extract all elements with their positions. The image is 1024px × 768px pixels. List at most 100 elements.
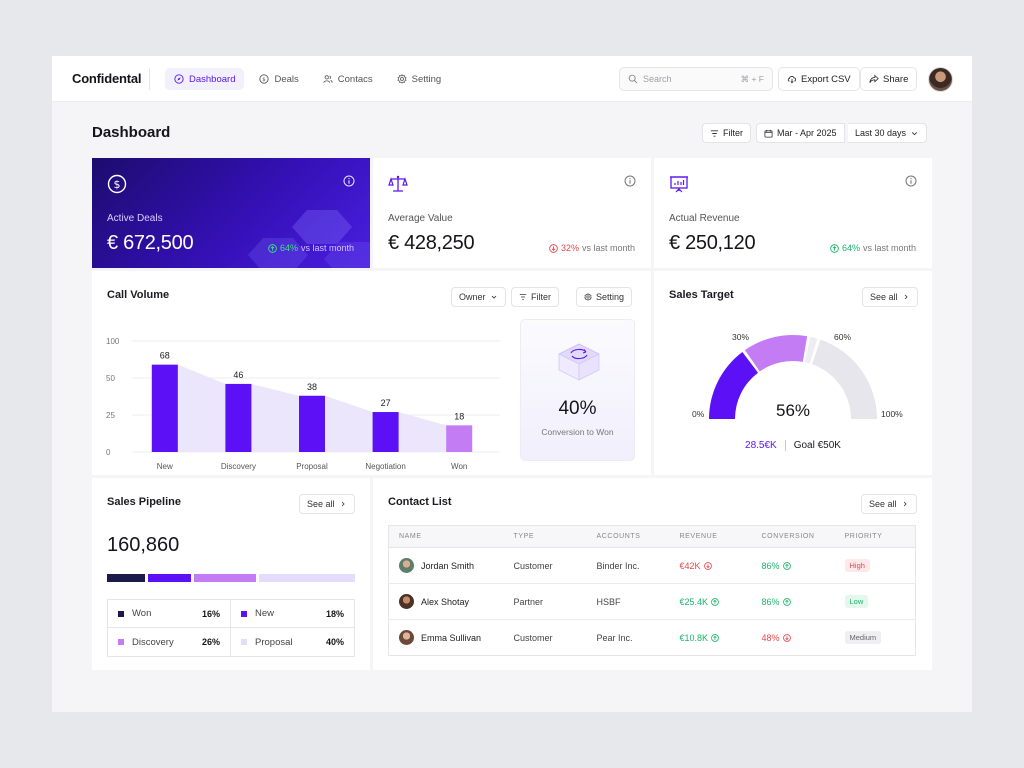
gauge-label-30: 30%	[732, 332, 750, 342]
nav-item-setting[interactable]: Setting	[388, 68, 451, 90]
gauge-label-100: 100%	[881, 409, 903, 419]
sales-target-card: Sales Target See all 30% 60% 0% 100% 56%…	[654, 271, 932, 475]
info-icon[interactable]	[343, 175, 355, 187]
bar-value-label: 38	[307, 382, 317, 392]
user-avatar[interactable]	[928, 67, 953, 92]
isometric-box-icon	[558, 343, 600, 381]
table-row[interactable]: Jordan Smith Customer Binder Inc. €42K 8…	[388, 547, 916, 584]
main-nav: Dashboard $ Deals Contacs Setting	[165, 68, 450, 90]
share-label: Share	[883, 73, 909, 85]
app-logo[interactable]: Confidental	[72, 71, 142, 86]
legend-label: Proposal	[255, 636, 293, 648]
nav-label: Contacs	[337, 73, 373, 85]
column-header[interactable]: NAME	[388, 525, 504, 548]
see-all-button[interactable]: See all	[862, 287, 918, 307]
gear-icon	[584, 293, 592, 301]
pipeline-segment-discovery	[194, 574, 257, 582]
page-title: Dashboard	[92, 124, 171, 141]
see-all-button[interactable]: See all	[299, 494, 355, 514]
gauge-segment	[744, 335, 808, 372]
x-tick-label: Won	[451, 462, 467, 471]
x-tick-label: New	[157, 462, 173, 471]
chevron-down-icon	[911, 131, 918, 135]
column-header[interactable]: ACCOUNTS	[586, 525, 670, 548]
contact-name-cell: Alex Shotay	[399, 594, 504, 609]
contact-conversion: 86%	[761, 560, 780, 571]
chevron-down-icon	[491, 295, 496, 299]
gauge-label-60: 60%	[834, 332, 852, 342]
kpi-title: Active Deals	[107, 213, 163, 224]
table-header-row: NAME TYPE ACCOUNTS REVENUE CONVERSION PR…	[388, 525, 916, 548]
pipeline-segment-new	[148, 574, 192, 582]
share-button[interactable]: Share	[860, 67, 918, 91]
gauge-segment	[811, 339, 877, 419]
column-header[interactable]: REVENUE	[669, 525, 752, 548]
bar-discovery	[225, 383, 252, 452]
setting-label: Setting	[596, 292, 625, 302]
chart-filter-button[interactable]: Filter	[511, 287, 559, 307]
avatar	[399, 558, 414, 573]
filter-label: Filter	[531, 292, 551, 302]
search-input[interactable]: Search ⌘ + F	[619, 67, 773, 91]
card-title: Sales Target	[669, 289, 734, 301]
export-csv-button[interactable]: Export CSV	[778, 67, 860, 91]
contact-conversion-cell: 48%	[752, 620, 835, 656]
pipeline-segment-won	[107, 574, 146, 582]
gauge-label-0: 0%	[692, 409, 705, 419]
contact-type: Customer	[513, 632, 553, 643]
chart-setting-button[interactable]: Setting	[576, 287, 633, 307]
legend-label: Discovery	[132, 636, 174, 648]
x-tick-label: Proposal	[296, 462, 328, 471]
decor-hexagon	[292, 210, 352, 244]
filter-button[interactable]: Filter	[702, 123, 751, 143]
dollar-circle-icon: $	[259, 74, 270, 84]
bar-proposal	[299, 395, 325, 452]
date-range-button[interactable]: Mar - Apr 2025	[756, 123, 845, 143]
info-icon[interactable]	[624, 175, 636, 187]
contact-conversion: 48%	[761, 632, 780, 643]
arrow-up-circle-icon	[782, 597, 791, 606]
bar-negotiation	[372, 412, 399, 452]
share-icon	[869, 74, 879, 83]
contact-table: NAME TYPE ACCOUNTS REVENUE CONVERSION PR…	[388, 525, 916, 656]
arrow-up-circle-icon	[711, 597, 719, 606]
contact-name-cell: Jordan Smith	[399, 558, 504, 573]
nav-item-contacs[interactable]: Contacs	[314, 68, 382, 90]
dashboard-window: Confidental Dashboard $ Deals Contacs Se…	[52, 56, 972, 712]
export-csv-label: Export CSV	[801, 73, 851, 85]
contact-list-card: Contact List See all NAME TYPE ACCOUNTS …	[373, 478, 932, 670]
period-select[interactable]: Last 30 days	[848, 123, 928, 143]
arrow-down-circle-icon	[549, 243, 558, 253]
column-header[interactable]: PRIORITY	[834, 525, 916, 548]
owner-select[interactable]: Owner	[451, 287, 506, 307]
compass-icon	[174, 74, 184, 84]
legend-item-new: New 18%	[231, 600, 354, 628]
legend-pct: 18%	[325, 608, 344, 619]
x-tick-label: Discovery	[221, 462, 256, 471]
kpi-trend: 64% vs last month	[830, 243, 916, 253]
divider	[784, 440, 786, 451]
arrow-down-circle-icon	[782, 633, 791, 642]
nav-item-dashboard[interactable]: Dashboard	[165, 68, 245, 90]
table-row[interactable]: Alex Shotay Partner HSBF €25.4K 86% Low	[388, 583, 916, 620]
cloud-download-icon	[787, 76, 797, 84]
chevron-right-icon	[341, 501, 345, 507]
table-row[interactable]: Emma Sullivan Customer Pear Inc. €10.8K …	[389, 620, 916, 656]
contact-name: Emma Sullivan	[421, 632, 482, 643]
y-tick-label: 25	[106, 411, 115, 420]
contact-name-cell: Emma Sullivan	[399, 630, 504, 645]
priority-badge: High	[844, 559, 870, 572]
bar-value-label: 46	[233, 370, 243, 380]
contact-revenue-cell: €10.8K	[670, 620, 752, 656]
period-label: Last 30 days	[855, 128, 907, 138]
arrow-up-circle-icon	[782, 561, 791, 570]
info-icon[interactable]	[905, 175, 917, 187]
see-all-button[interactable]: See all	[861, 494, 917, 514]
legend-pct: 16%	[201, 608, 220, 619]
nav-item-deals[interactable]: $ Deals	[250, 68, 307, 90]
contact-account: Binder Inc.	[586, 547, 670, 584]
column-header[interactable]: TYPE	[503, 525, 587, 548]
column-header[interactable]: CONVERSION	[751, 525, 835, 548]
date-range-label: Mar - Apr 2025	[777, 128, 837, 138]
top-navbar: Confidental Dashboard $ Deals Contacs Se…	[52, 56, 972, 102]
